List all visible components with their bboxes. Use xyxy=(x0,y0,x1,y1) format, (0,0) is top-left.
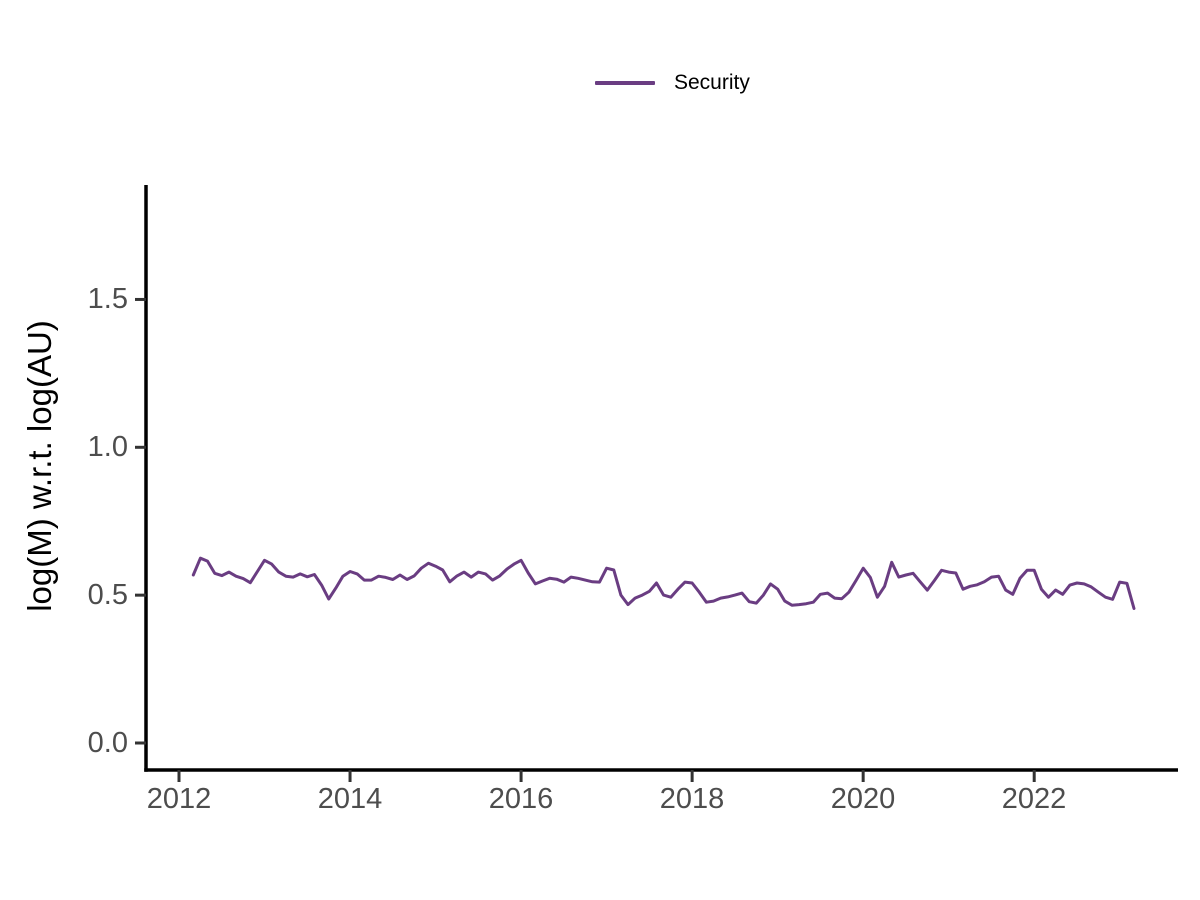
y-tick-label: 0.0 xyxy=(87,727,128,759)
legend: Security xyxy=(595,70,750,96)
x-tick-label: 2016 xyxy=(488,783,554,815)
legend-line-swatch xyxy=(595,81,655,85)
legend-label: Security xyxy=(674,71,750,94)
x-tick-label: 2012 xyxy=(146,783,212,815)
y-tick-label: 0.5 xyxy=(87,579,128,611)
y-tick-label: 1.5 xyxy=(87,283,128,315)
x-tick-label: 2022 xyxy=(1001,783,1067,815)
x-tick-label: 2014 xyxy=(317,783,383,815)
x-tick-label: 2020 xyxy=(830,783,896,815)
y-tick-label: 1.0 xyxy=(87,431,128,463)
x-tick-label: 2018 xyxy=(659,783,725,815)
series-line-security xyxy=(191,556,1136,610)
